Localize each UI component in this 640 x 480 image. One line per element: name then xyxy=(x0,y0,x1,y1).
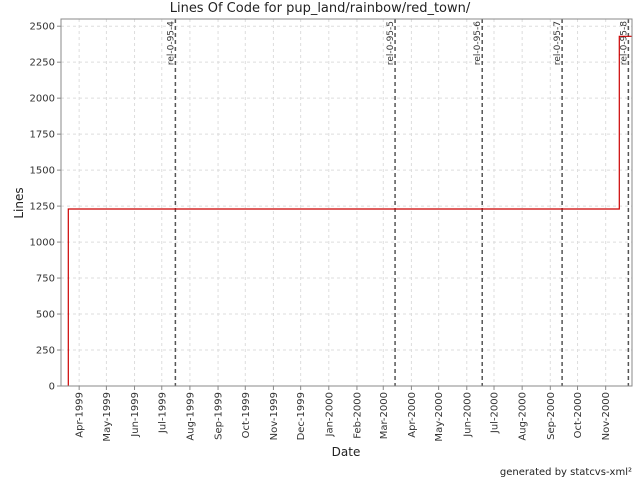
x-tick-label: Apr-1999 xyxy=(75,392,86,438)
release-markers: rel-0-95-4 rel-0-95-5 rel-0-95-6 rel-0-95-7… xyxy=(166,19,629,386)
x-tick-label: Sep-1999 xyxy=(214,392,225,440)
series-layer xyxy=(67,35,633,387)
x-tick-label: Jul-1999 xyxy=(157,392,168,434)
x-tick-label: Mar-2000 xyxy=(379,392,390,439)
y-axis-title: Lines xyxy=(12,187,26,218)
y-tick-label: 0 xyxy=(49,382,55,393)
y-tick-label: 750 xyxy=(36,274,55,285)
x-tick-label: Jul-2000 xyxy=(490,392,501,434)
x-tick-label: Apr-2000 xyxy=(407,392,418,438)
x-tick-label: Feb-2000 xyxy=(352,392,363,439)
x-tick-label: May-1999 xyxy=(102,392,113,442)
x-tick-label: Jan-2000 xyxy=(324,392,335,437)
x-axis-title: Date xyxy=(332,445,361,459)
release-marker-label: rel-0-95-8 xyxy=(619,21,629,65)
release-marker-label: rel-0-95-6 xyxy=(473,21,483,65)
release-marker-label: rel-0-95-7 xyxy=(553,21,563,65)
x-tick-label: Jun-2000 xyxy=(462,392,473,438)
y-tick-label: 1000 xyxy=(30,238,55,249)
y-tick-label: 1250 xyxy=(30,202,55,213)
x-tick-label: Oct-2000 xyxy=(573,392,584,438)
x-tick-label: Oct-1999 xyxy=(241,392,252,438)
release-marker-label: rel-0-95-5 xyxy=(386,21,396,65)
grid-layer xyxy=(61,19,632,387)
x-tick-label: Jun-1999 xyxy=(130,392,141,438)
x-tick-label: Nov-1999 xyxy=(269,392,280,440)
loc-series-line xyxy=(67,35,632,386)
footer-credit: generated by statcvs-xml² xyxy=(500,467,632,478)
y-tick-label: 250 xyxy=(36,346,55,357)
release-marker-label: rel-0-95-4 xyxy=(166,21,176,65)
y-tick-label: 2500 xyxy=(30,22,55,33)
x-tick-label: Nov-2000 xyxy=(601,392,612,440)
chart-title: Lines Of Code for pup_land/rainbow/red_t… xyxy=(170,1,471,16)
x-tick-label: Sep-2000 xyxy=(546,392,557,440)
y-tick-label: 500 xyxy=(36,310,55,321)
x-axis-ticks: Apr-1999 May-1999 Jun-1999 Jul-1999 Aug-1999… xyxy=(75,386,612,442)
x-tick-label: Dec-1999 xyxy=(296,392,307,440)
y-tick-label: 2000 xyxy=(30,94,55,105)
x-tick-label: Aug-2000 xyxy=(518,392,529,441)
x-tick-label: May-2000 xyxy=(434,392,445,442)
x-tick-label: Aug-1999 xyxy=(185,392,196,441)
y-axis-ticks: 0 250 500 750 1000 1250 1500 1750 2000 2250 2500 xyxy=(30,22,61,393)
plot-area-border xyxy=(60,18,633,387)
y-tick-label: 1500 xyxy=(30,166,55,177)
y-tick-label: 1750 xyxy=(30,130,55,141)
y-tick-label: 2250 xyxy=(30,58,55,69)
